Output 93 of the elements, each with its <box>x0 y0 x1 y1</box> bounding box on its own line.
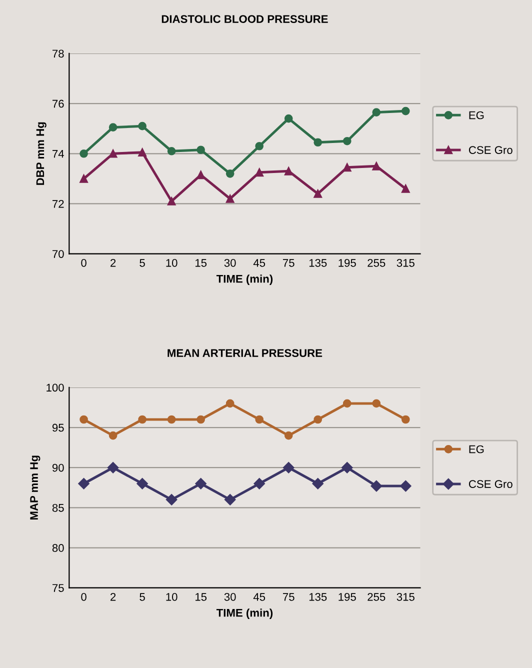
point <box>226 170 234 178</box>
x-tick-label: 75 <box>283 593 294 601</box>
point <box>224 494 236 506</box>
x-tick-label: 195 <box>338 592 356 601</box>
point <box>80 415 88 424</box>
point <box>312 478 324 490</box>
chart-title: DIASTOLIC BLOOD PRESSURE <box>162 15 328 23</box>
point <box>138 415 146 424</box>
x-tick-label: 15 <box>196 259 207 267</box>
y-tick-label: 75 <box>52 584 64 592</box>
point <box>80 149 88 158</box>
y-tick-label: 80 <box>52 544 64 552</box>
point <box>314 415 322 424</box>
y-tick-label: 70 <box>52 250 64 258</box>
x-tick-label: 135 <box>309 592 327 601</box>
point <box>255 415 264 424</box>
point <box>314 138 322 147</box>
y-axis-title: MAP mm Hg <box>30 456 40 520</box>
x-tick-label: 10 <box>166 592 178 601</box>
x-tick-label: 5 <box>140 259 145 267</box>
point <box>80 174 88 183</box>
point <box>196 415 205 424</box>
legend-label: EG <box>469 111 484 120</box>
point <box>226 399 234 408</box>
point <box>342 163 352 172</box>
x-tick-label: 5 <box>140 593 145 601</box>
y-tick-label: 85 <box>52 504 64 512</box>
y-axis-title: DBP mm Hg <box>36 122 46 185</box>
point <box>196 170 205 180</box>
x-tick-label: 255 <box>368 258 386 267</box>
point <box>284 431 293 440</box>
point <box>314 190 322 198</box>
y-tick-label: 78 <box>52 50 64 58</box>
point <box>138 122 146 130</box>
point <box>401 184 410 193</box>
point <box>255 168 264 177</box>
x-tick-label: 30 <box>224 258 236 267</box>
point <box>370 480 382 492</box>
point <box>226 194 234 203</box>
y-tick-label: 100 <box>46 384 64 392</box>
chart-title: MEAN ARTERIAL PRESSURE <box>168 349 322 357</box>
x-tick-label: 255 <box>368 592 386 601</box>
x-tick-label: 195 <box>338 258 356 267</box>
point <box>167 415 176 424</box>
x-tick-label: 315 <box>396 258 414 267</box>
point <box>138 148 146 157</box>
legend-label: CSE Gro <box>468 146 512 154</box>
x-axis-title: TIME (min) <box>216 274 273 285</box>
point <box>342 462 353 474</box>
point <box>108 149 118 158</box>
x-tick-label: 75 <box>283 259 294 267</box>
x-tick-label: 0 <box>81 258 86 267</box>
point <box>372 108 381 116</box>
point <box>167 146 176 156</box>
point <box>108 123 118 132</box>
point <box>108 431 118 440</box>
point <box>78 478 90 490</box>
point <box>401 415 410 424</box>
point <box>372 399 381 408</box>
point <box>107 462 119 474</box>
point <box>136 478 148 490</box>
y-tick-label: 72 <box>52 200 64 208</box>
legend-label: EG <box>469 445 484 454</box>
x-tick-label: 45 <box>253 259 266 267</box>
x-tick-label: 2 <box>110 258 116 267</box>
x-tick-label: 15 <box>196 593 207 601</box>
point <box>283 462 294 474</box>
y-tick-label: 74 <box>52 150 64 158</box>
y-tick-label: 95 <box>52 424 64 432</box>
y-tick-label: 76 <box>52 100 64 108</box>
x-tick-label: 315 <box>396 592 414 601</box>
point <box>167 197 176 206</box>
point <box>284 167 293 176</box>
point <box>401 106 410 116</box>
point <box>255 142 264 150</box>
x-axis-title: TIME (min) <box>216 608 273 619</box>
point <box>342 399 352 408</box>
x-tick-label: 30 <box>224 592 236 601</box>
point <box>166 494 178 506</box>
x-tick-label: 2 <box>110 592 116 601</box>
y-tick-label: 90 <box>52 464 64 472</box>
legend-label: CSE Gro <box>468 480 512 488</box>
point <box>254 478 265 490</box>
point <box>400 480 412 492</box>
x-tick-label: 10 <box>166 258 178 267</box>
x-tick-label: 45 <box>253 593 266 601</box>
point <box>195 478 206 490</box>
point <box>342 136 352 146</box>
point <box>196 146 205 154</box>
point <box>372 162 381 170</box>
x-tick-label: 135 <box>309 258 327 267</box>
x-tick-label: 0 <box>81 592 86 601</box>
point <box>284 114 293 123</box>
